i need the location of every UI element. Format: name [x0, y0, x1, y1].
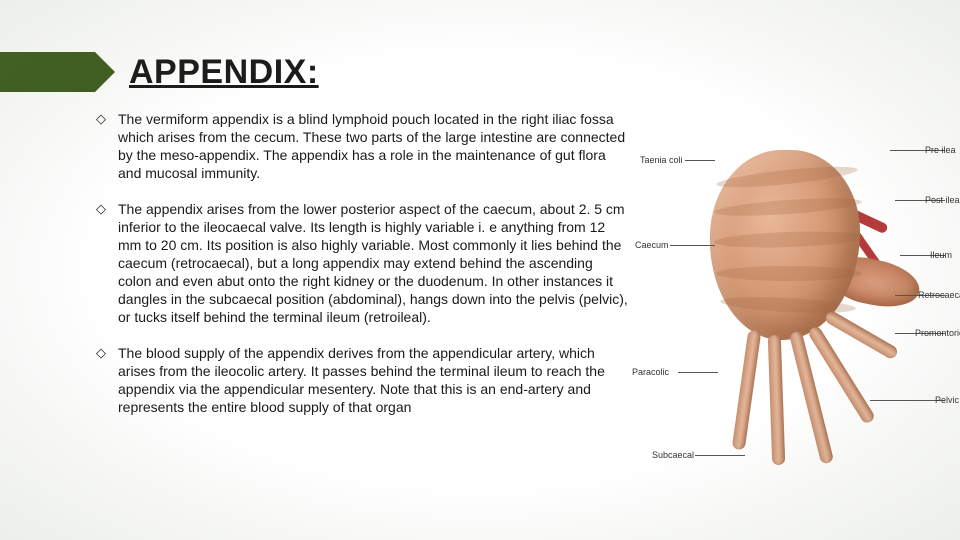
label-preileal: Pre ilea	[925, 145, 956, 155]
label-ileum: Ileum	[930, 250, 952, 260]
slide-title: APPENDIX:	[129, 53, 319, 92]
label-retrocaecal: Retrocaecal	[918, 290, 960, 300]
label-subcaecal: Subcaecal	[652, 450, 694, 460]
bullet-text: The vermiform appendix is a blind lympho…	[118, 110, 628, 182]
anatomy-figure: Taenia coli Caecum Pre ilea Post ilea Il…	[640, 100, 960, 480]
appendix-position	[768, 335, 786, 465]
body-text: ◇ The vermiform appendix is a blind lymp…	[118, 110, 628, 434]
bullet-2: ◇ The appendix arises from the lower pos…	[118, 200, 628, 326]
title-bar: APPENDIX:	[0, 52, 319, 92]
diamond-bullet-icon: ◇	[96, 200, 118, 326]
appendix-position	[732, 330, 762, 451]
leader-line	[685, 160, 715, 161]
diamond-bullet-icon: ◇	[96, 344, 118, 416]
bullet-text: The blood supply of the appendix derives…	[118, 344, 628, 416]
leader-line	[695, 455, 745, 456]
organ-illustration	[670, 120, 890, 440]
bullet-1: ◇ The vermiform appendix is a blind lymp…	[118, 110, 628, 182]
label-postileal: Post ilea	[925, 195, 960, 205]
label-pelvic: Pelvic	[935, 395, 959, 405]
haustra-band	[716, 266, 862, 281]
leader-line	[870, 400, 945, 401]
label-caecum: Caecum	[635, 240, 669, 250]
arrow-decoration	[0, 52, 95, 92]
bullet-3: ◇ The blood supply of the appendix deriv…	[118, 344, 628, 416]
label-promontoric: Promontoric	[915, 328, 960, 338]
label-taenia: Taenia coli	[640, 155, 683, 165]
bullet-text: The appendix arises from the lower poste…	[118, 200, 628, 326]
label-paracolic: Paracolic	[632, 367, 669, 377]
leader-line	[670, 245, 715, 246]
diamond-bullet-icon: ◇	[96, 110, 118, 182]
leader-line	[678, 372, 718, 373]
